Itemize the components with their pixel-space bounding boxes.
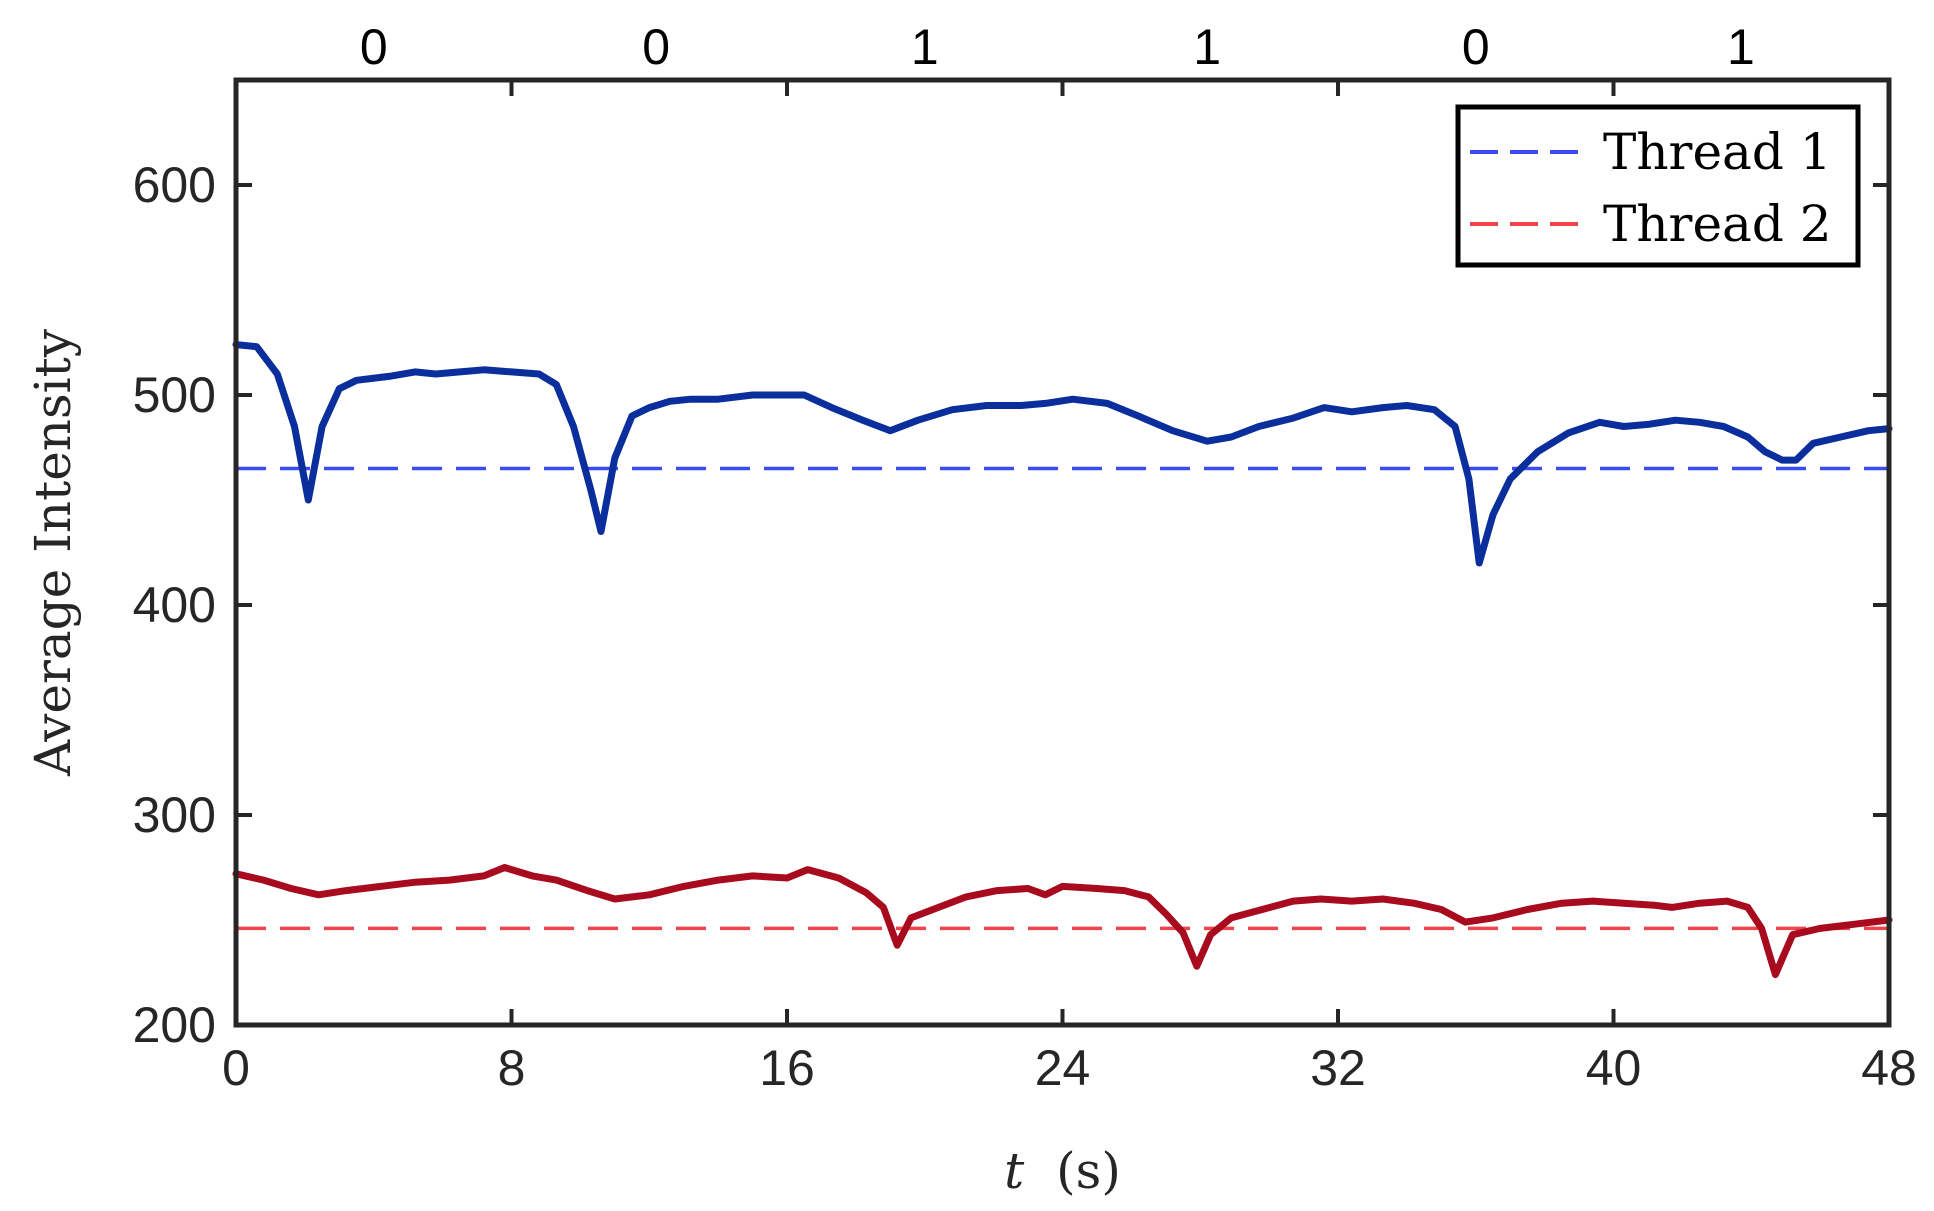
series-line-thread-1 [232, 341, 1893, 567]
x-tick-label: 8 [498, 1040, 526, 1096]
top-bits-layer: 0 0 1 1 0 1 [360, 19, 1755, 75]
y-tick-label: 600 [133, 157, 216, 213]
x-tick-label: 32 [1310, 1040, 1366, 1096]
y-tick-label: 200 [133, 997, 216, 1053]
legend-box [1455, 104, 1861, 268]
bit-label: 1 [1193, 19, 1221, 75]
bit-label: 0 [360, 19, 388, 75]
legend-label-thread-1: Thread 1 [1603, 123, 1832, 181]
series-layer [232, 341, 1893, 979]
x-tick-label: 24 [1035, 1040, 1091, 1096]
y-tick-label: 500 [133, 367, 216, 423]
x-tick-label: 48 [1861, 1040, 1917, 1096]
y-tick-label: 400 [133, 577, 216, 633]
bit-label: 1 [911, 19, 939, 75]
bit-label: 1 [1727, 19, 1755, 75]
tick-labels-layer: 0 8 16 24 32 40 48 200 300 400 500 600 [133, 157, 1917, 1096]
x-tick-label: 0 [222, 1040, 250, 1096]
x-axis-label: t (s) [1004, 1142, 1121, 1200]
ticks-layer [234, 80, 1891, 1027]
bit-label: 0 [1462, 19, 1490, 75]
series-line-thread-2 [232, 864, 1893, 979]
bit-label: 0 [642, 19, 670, 75]
y-axis-label: Average Intensity [24, 328, 82, 777]
x-axis-variable: t [1004, 1142, 1025, 1200]
x-tick-label: 40 [1586, 1040, 1642, 1096]
legend: Thread 1 Thread 2 [1455, 104, 1861, 268]
legend-label-thread-2: Thread 2 [1603, 195, 1832, 253]
x-tick-label: 16 [759, 1040, 815, 1096]
x-axis-unit: (s) [1056, 1142, 1121, 1200]
y-tick-label: 300 [133, 787, 216, 843]
